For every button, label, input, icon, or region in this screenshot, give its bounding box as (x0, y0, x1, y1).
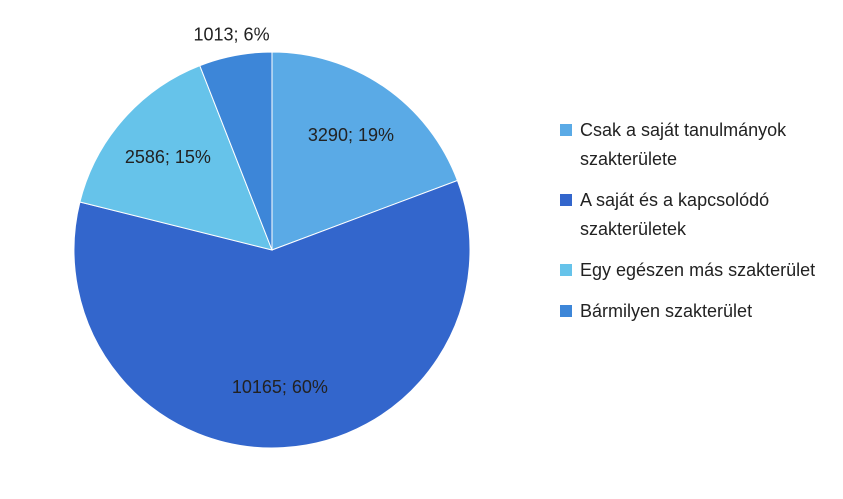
legend: Csak a saját tanulmányok szakterülete A s… (560, 116, 835, 338)
data-label: 2586; 15% (125, 147, 211, 167)
legend-swatch (560, 305, 572, 317)
pie-slice (199, 51, 273, 251)
legend-swatch (560, 264, 572, 276)
data-label: 10165; 60% (232, 377, 328, 397)
data-label: 1013; 6% (194, 25, 270, 45)
legend-item: Csak a saját tanulmányok szakterülete (560, 116, 835, 174)
legend-item: Egy egészen más szakterület (560, 256, 835, 285)
data-label: 3290; 19% (308, 125, 394, 145)
legend-item: A saját és a kapcsolódó szakterületek (560, 186, 835, 244)
pie-slice (271, 51, 459, 251)
legend-swatch (560, 124, 572, 136)
legend-label: Csak a saját tanulmányok szakterülete (580, 120, 787, 169)
pie-slice (79, 64, 273, 251)
legend-label: A saját és a kapcsolódó szakterületek (580, 190, 770, 239)
pie-slice (73, 179, 471, 449)
legend-item: Bármilyen szakterület (560, 297, 835, 326)
legend-swatch (560, 194, 572, 206)
legend-label: Bármilyen szakterület (580, 301, 753, 321)
legend-label: Egy egészen más szakterület (580, 260, 816, 280)
